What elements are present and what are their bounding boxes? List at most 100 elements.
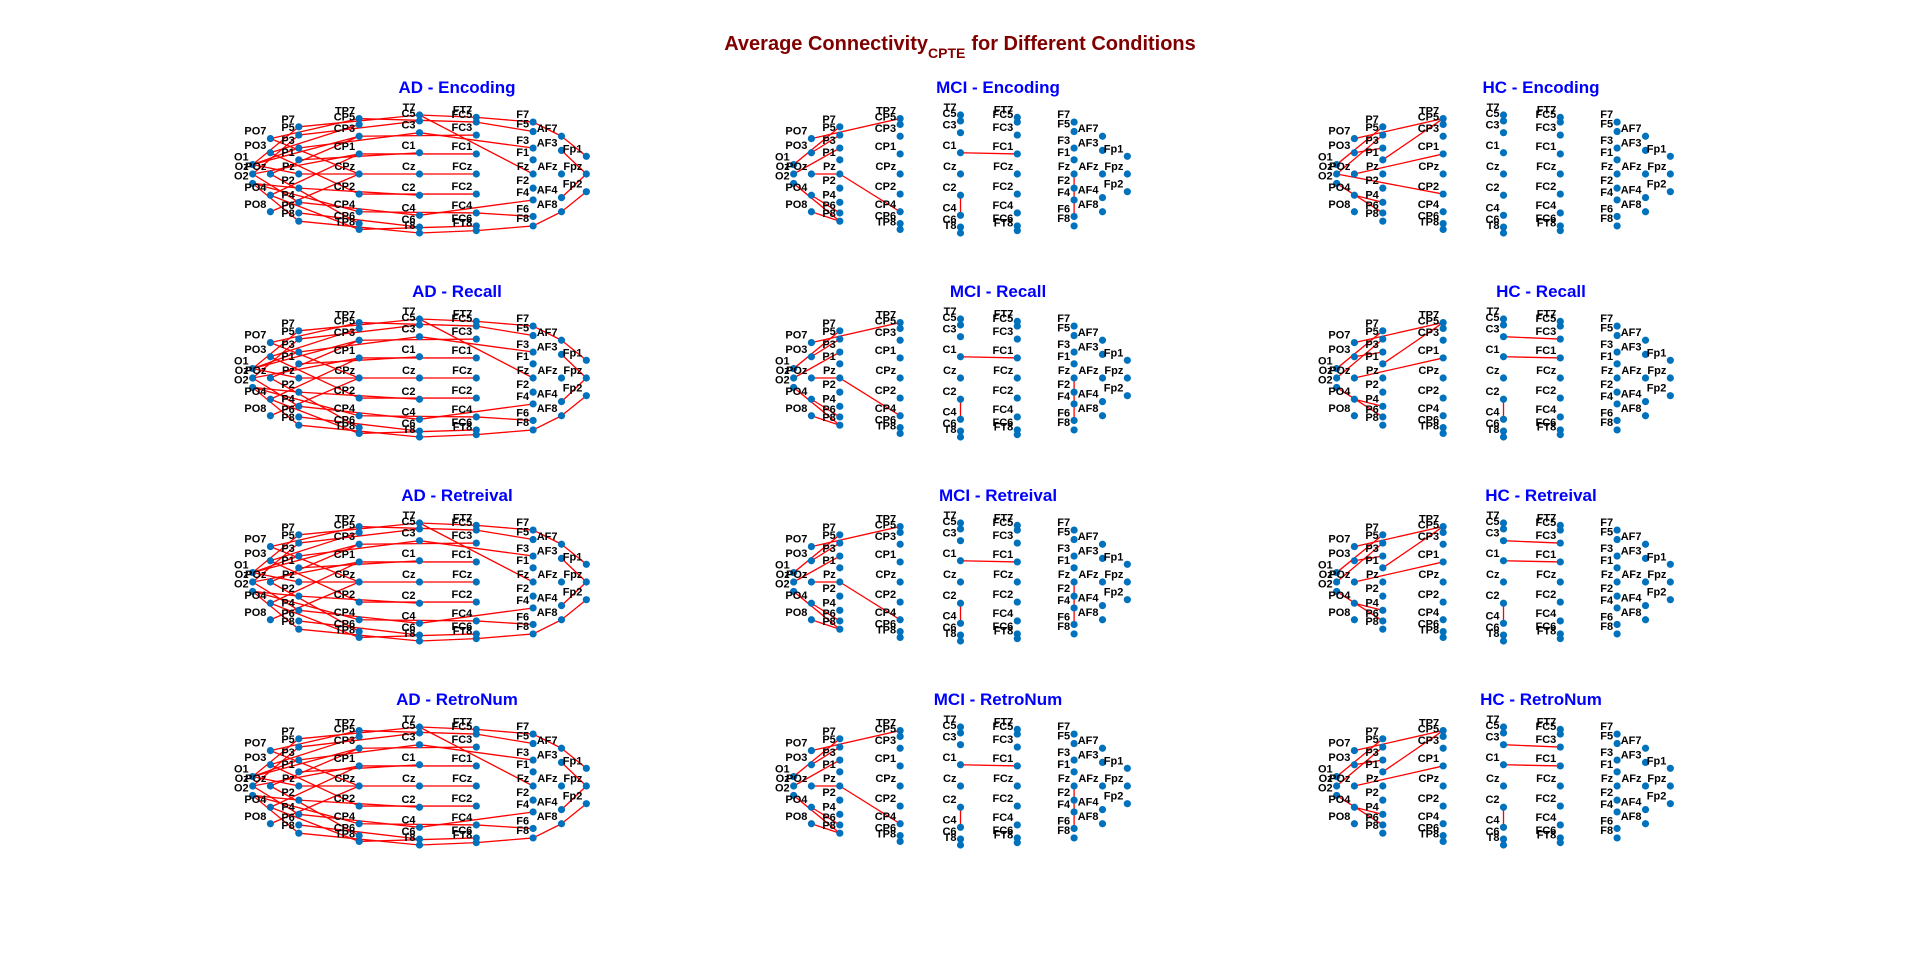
node-label: F8 xyxy=(1057,621,1070,633)
node-label: CP3 xyxy=(1418,123,1439,135)
node xyxy=(266,557,274,565)
node-label: FC2 xyxy=(452,181,473,193)
node-label: P1 xyxy=(281,147,294,159)
node xyxy=(896,616,904,624)
node xyxy=(295,131,303,139)
node-label: PO8 xyxy=(785,811,807,823)
node-label: PO8 xyxy=(1328,607,1350,619)
node xyxy=(1333,383,1341,392)
node xyxy=(1098,782,1107,790)
node-label: O1 xyxy=(234,356,249,368)
node-label: C1 xyxy=(1485,548,1499,560)
node-label: Fp2 xyxy=(563,383,583,395)
node-label: Fz xyxy=(1058,569,1071,581)
edge xyxy=(532,619,562,635)
node-label: C4 xyxy=(1485,202,1500,214)
node-label: Pz xyxy=(1366,569,1379,581)
node xyxy=(1556,839,1564,847)
node xyxy=(529,604,537,612)
edge xyxy=(811,602,841,622)
node xyxy=(472,227,480,235)
edge xyxy=(1336,794,1384,826)
node xyxy=(295,539,303,547)
node xyxy=(1070,730,1078,738)
node xyxy=(790,364,798,373)
node xyxy=(1070,592,1078,600)
edge xyxy=(252,182,300,222)
node-label: P4 xyxy=(281,393,295,405)
node xyxy=(557,616,566,624)
node xyxy=(266,353,274,361)
node xyxy=(1013,227,1021,235)
node-label: C5 xyxy=(942,720,956,732)
node xyxy=(582,170,590,178)
node xyxy=(836,531,844,539)
edge xyxy=(561,135,587,157)
node xyxy=(1379,327,1387,335)
node xyxy=(956,782,965,790)
node-label: Fp2 xyxy=(563,587,583,599)
node xyxy=(1556,526,1564,534)
node xyxy=(1439,170,1447,178)
node-label: CP1 xyxy=(1418,141,1439,153)
edge xyxy=(561,173,587,199)
node xyxy=(529,824,537,833)
node-label: C6 xyxy=(1485,826,1499,838)
node-label: FCz xyxy=(452,773,473,785)
node-label: Cz xyxy=(402,773,416,785)
node xyxy=(1013,322,1021,330)
node xyxy=(807,820,816,828)
node xyxy=(956,191,965,199)
node xyxy=(415,619,424,627)
node xyxy=(956,321,965,329)
node-label: PO4 xyxy=(244,794,267,806)
edge xyxy=(270,377,360,417)
node xyxy=(896,802,904,810)
node xyxy=(1556,821,1564,829)
node xyxy=(1123,374,1131,382)
node xyxy=(249,782,257,790)
node-label: F6 xyxy=(1600,203,1613,215)
node-label: Cz xyxy=(1486,161,1500,173)
node xyxy=(472,374,480,382)
edge xyxy=(476,529,534,541)
edge xyxy=(960,764,1018,767)
node-label: CP6 xyxy=(875,211,896,223)
node-label: P7 xyxy=(822,522,835,534)
node xyxy=(529,400,537,408)
node xyxy=(249,587,257,596)
node-label: AF7 xyxy=(537,735,558,747)
node-label: FC5 xyxy=(452,109,473,121)
node-label: F8 xyxy=(516,825,529,837)
node xyxy=(1556,374,1564,382)
node-label: PO7 xyxy=(244,330,266,342)
node-label: F2 xyxy=(516,175,529,187)
node xyxy=(1070,127,1078,136)
edge xyxy=(270,173,360,225)
node-label: F3 xyxy=(1057,543,1070,555)
node-label: Cz xyxy=(1486,569,1500,581)
node xyxy=(1499,557,1508,565)
node xyxy=(836,156,844,164)
node xyxy=(266,578,274,586)
node-label: C5 xyxy=(942,516,956,528)
node-label: POz xyxy=(245,365,267,377)
node-label: C6 xyxy=(942,418,956,430)
node-label: AF3 xyxy=(1621,341,1642,353)
node xyxy=(266,374,274,382)
node-label: Fp1 xyxy=(563,755,583,767)
node-label: Fp2 xyxy=(1647,179,1667,191)
node-label: Fp1 xyxy=(1647,551,1667,563)
node-label: P4 xyxy=(822,597,836,609)
node-label: C1 xyxy=(942,548,956,560)
node-label: F6 xyxy=(1600,611,1613,623)
node-label: Pz xyxy=(282,161,295,173)
node xyxy=(896,374,904,382)
node xyxy=(1123,188,1131,196)
node-label: O2 xyxy=(1318,782,1333,794)
node-label: Cz xyxy=(943,773,957,785)
edge xyxy=(270,581,360,621)
edge xyxy=(1354,357,1444,379)
edge xyxy=(270,137,360,175)
edge xyxy=(532,529,562,545)
